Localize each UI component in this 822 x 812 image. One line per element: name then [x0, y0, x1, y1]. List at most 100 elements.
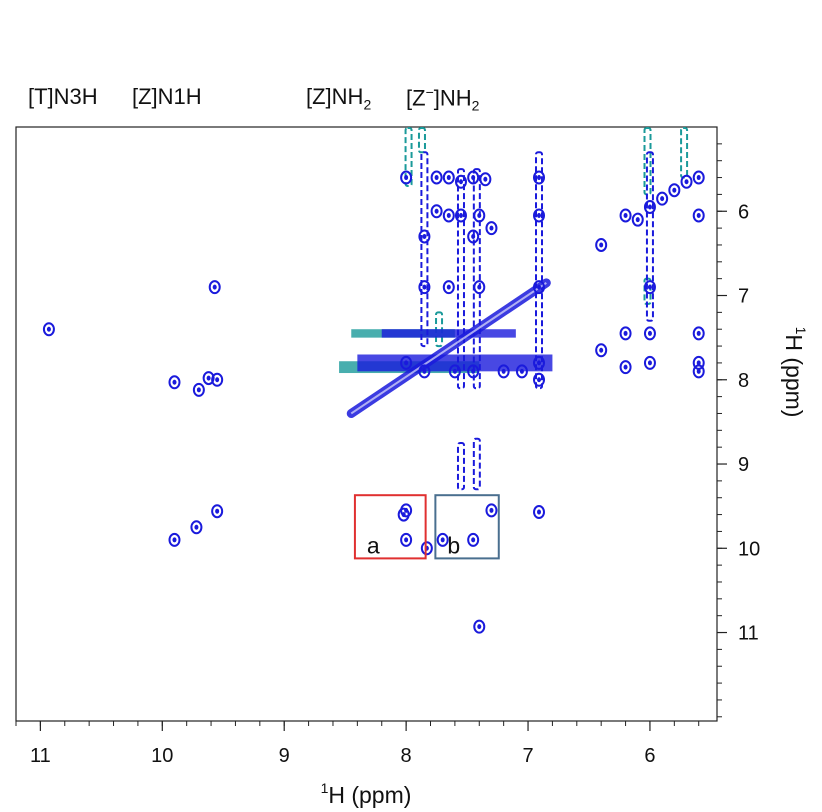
negative-contour-streak: [417, 127, 426, 154]
cross-peak: [467, 170, 480, 185]
cross-peak: [533, 505, 546, 520]
cross-peak-core: [446, 212, 451, 218]
cross-peak-core: [684, 179, 689, 185]
cross-peak-core: [422, 234, 427, 240]
annotation-t-n3h: [T]N3H: [28, 84, 98, 109]
cross-peak-core: [477, 624, 482, 630]
cross-peak: [619, 208, 632, 223]
cross-peak: [442, 170, 455, 185]
positive-contour-streak: [456, 441, 465, 491]
cross-peak: [692, 170, 705, 185]
cross-peak-core: [696, 175, 701, 181]
cross-peak-core: [404, 175, 409, 181]
cross-peak-core: [696, 368, 701, 374]
cross-peak-core: [623, 330, 628, 336]
cross-peak: [473, 619, 486, 634]
cross-peak-core: [537, 175, 542, 181]
cross-peak-core: [215, 508, 220, 514]
cross-peak-core: [46, 326, 51, 332]
cross-peak-core: [401, 512, 406, 518]
annotation-z-minus-nh2: [Z−]NH2: [406, 84, 480, 114]
x-tick-label: 10: [151, 745, 173, 767]
cross-peak-core: [440, 537, 445, 543]
x-tick-label: 7: [522, 745, 533, 767]
cross-peak: [400, 355, 413, 370]
cross-peak: [208, 280, 221, 295]
cross-peak: [485, 503, 498, 518]
cross-peak-core: [434, 175, 439, 181]
cross-peak: [643, 200, 656, 215]
cross-peak-core: [696, 330, 701, 336]
cross-peak: [397, 507, 410, 522]
cross-peak-core: [537, 284, 542, 290]
y-tick-label: 11: [738, 623, 759, 645]
cross-peak: [436, 532, 449, 547]
cross-peak-core: [196, 387, 201, 393]
annotation-z-nh2: [Z]NH2: [306, 84, 372, 113]
y-tick-label: 7: [738, 286, 749, 308]
cross-peak-core: [537, 212, 542, 218]
cross-peak: [485, 221, 498, 236]
cross-peak-core: [599, 347, 604, 353]
cross-peak-core: [489, 507, 494, 513]
x-tick-label: 11: [30, 745, 51, 767]
cross-peak: [619, 360, 632, 375]
negative-contour-streak: [404, 127, 413, 187]
cross-peak-core: [212, 284, 217, 290]
cross-peak: [692, 326, 705, 341]
cross-peak-core: [519, 368, 524, 374]
x-axis-title: 1H (ppm): [321, 780, 412, 808]
cross-peak: [515, 364, 528, 379]
cross-peak-core: [537, 509, 542, 515]
positive-contour-streak: [456, 168, 465, 390]
cross-peak-core: [501, 368, 506, 374]
cross-peak-core: [434, 208, 439, 214]
cross-peak-core: [422, 368, 427, 374]
cross-peak-core: [215, 377, 220, 383]
cross-peak: [619, 326, 632, 341]
cross-peak-core: [647, 360, 652, 366]
cross-peak-core: [623, 212, 628, 218]
cross-peak: [533, 355, 546, 370]
cross-peak: [202, 371, 215, 386]
cross-peak: [643, 280, 656, 295]
cross-peak: [643, 326, 656, 341]
y-axis: 6 7 8 9 10 11: [717, 143, 760, 718]
positive-contour-streak: [381, 329, 516, 338]
cross-peak-core: [623, 364, 628, 370]
cross-peak-core: [206, 375, 211, 381]
cross-peak: [192, 382, 205, 397]
cross-peak: [420, 541, 433, 556]
cross-peak-core: [489, 225, 494, 231]
cross-peak: [442, 208, 455, 223]
cross-peak: [42, 322, 55, 337]
cross-peak: [190, 520, 203, 535]
cross-peak: [418, 280, 431, 295]
cross-peak: [631, 212, 644, 227]
plot-frame: [15, 126, 718, 722]
cross-peak: [497, 364, 510, 379]
x-tick-label: 8: [401, 745, 412, 767]
cross-peak: [430, 204, 443, 219]
cross-peak: [692, 208, 705, 223]
cross-peak-core: [404, 537, 409, 543]
positive-contour-streak: [420, 151, 429, 348]
cross-peak: [473, 208, 486, 223]
cross-peak-core: [537, 377, 542, 383]
cross-peak-core: [452, 368, 457, 374]
cross-peak-core: [599, 242, 604, 248]
cross-peak-core: [672, 187, 677, 193]
cross-peak-core: [696, 360, 701, 366]
cross-peak: [442, 280, 455, 295]
cross-peak: [473, 280, 486, 295]
cross-peak: [533, 280, 546, 295]
cross-peak-core: [537, 360, 542, 366]
x-tick-label: 9: [279, 745, 290, 767]
negative-contour-streak: [643, 127, 652, 196]
cross-peak: [400, 532, 413, 547]
cross-peak: [211, 372, 224, 387]
cross-peak-core: [471, 175, 476, 181]
cross-peak: [479, 172, 492, 187]
